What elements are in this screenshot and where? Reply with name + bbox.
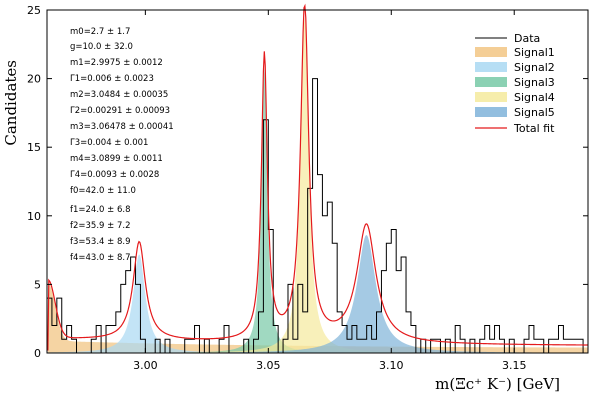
y-tick-label: 20 (27, 73, 41, 86)
legend-swatch-signal5 (475, 107, 507, 117)
y-tick-label: 10 (27, 210, 41, 223)
param-f3: f3=53.4 ± 8.9 (70, 237, 131, 247)
legend-label-signal4: Signal4 (514, 91, 555, 104)
param-gamma3: Γ3=0.004 ± 0.001 (70, 138, 148, 148)
param-m1: m1=2.9975 ± 0.0012 (70, 58, 163, 68)
legend-label-signal5: Signal5 (514, 106, 555, 119)
y-tick-label: 25 (27, 4, 41, 17)
y-tick-label: 5 (34, 278, 41, 291)
legend: Data Signal1 Signal2 Signal3 Signal4 Sig… (475, 32, 555, 135)
param-f0: f0=42.0 ± 11.0 (70, 186, 136, 196)
fit-parameters: m0=2.7 ± 1.7 g=10.0 ± 32.0 m1=2.9975 ± 0… (70, 27, 174, 263)
param-gamma1: Γ1=0.006 ± 0.0023 (70, 74, 154, 84)
param-m3: m3=3.06478 ± 0.00041 (70, 122, 174, 132)
legend-swatch-signal4 (475, 92, 507, 102)
param-gamma4: Γ4=0.0093 ± 0.0028 (70, 170, 159, 180)
param-m0: m0=2.7 ± 1.7 (70, 27, 130, 37)
x-tick-label: 3.00 (133, 359, 158, 372)
legend-label-signal1: Signal1 (514, 46, 555, 59)
param-m2: m2=3.0484 ± 0.00035 (70, 90, 168, 100)
data-histogram-line (47, 78, 589, 354)
legend-swatch-signal3 (475, 77, 507, 87)
legend-swatch-signal2 (475, 62, 507, 72)
legend-swatch-signal1 (475, 47, 507, 57)
param-f2: f2=35.9 ± 7.2 (70, 221, 131, 231)
axis-ticks: 3.00 3.05 3.10 3.15 0 5 10 15 20 25 (27, 4, 588, 372)
data-histogram (47, 78, 589, 354)
plot-frame (46, 9, 589, 354)
y-tick-label: 15 (27, 141, 41, 154)
legend-label-signal2: Signal2 (514, 61, 555, 74)
param-g: g=10.0 ± 32.0 (70, 42, 133, 52)
legend-label-total-fit: Total fit (513, 122, 555, 135)
x-tick-label: 3.10 (379, 359, 404, 372)
param-gamma2: Γ2=0.00291 ± 0.00093 (70, 106, 170, 116)
param-m4: m4=3.0899 ± 0.0011 (70, 154, 163, 164)
x-tick-label: 3.05 (256, 359, 281, 372)
x-tick-label: 3.15 (502, 359, 527, 372)
total-fit-line (46, 3, 589, 351)
legend-label-data: Data (514, 32, 540, 45)
legend-label-signal3: Signal3 (514, 76, 555, 89)
x-axis-label: m(Ξc⁺ K⁻) [GeV] (435, 375, 560, 393)
total-fit (46, 3, 589, 351)
y-axis-label: Candidates (2, 60, 20, 146)
param-f4: f4=43.0 ± 8.7 (70, 253, 131, 263)
param-f1: f1=24.0 ± 6.8 (70, 205, 131, 215)
y-tick-label: 0 (34, 347, 41, 360)
